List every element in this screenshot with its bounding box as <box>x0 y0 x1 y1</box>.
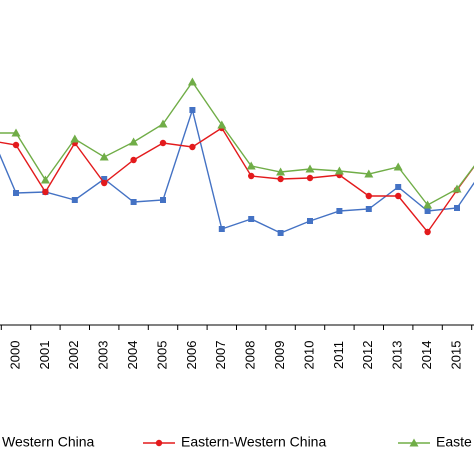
marker <box>101 176 108 182</box>
x-tick-label: 2002 <box>66 341 81 370</box>
marker <box>395 184 402 190</box>
marker <box>277 230 284 236</box>
marker <box>101 179 108 187</box>
x-tick-label: 2010 <box>301 341 316 370</box>
marker <box>70 134 80 143</box>
marker <box>71 197 78 203</box>
marker <box>423 200 433 209</box>
x-tick-label: 2007 <box>213 341 228 370</box>
series-line <box>0 127 474 234</box>
marker <box>365 192 372 200</box>
marker <box>130 156 137 164</box>
x-tick-label: 2005 <box>154 341 169 370</box>
marker <box>305 164 315 173</box>
x-tick-label: 2011 <box>331 341 346 369</box>
marker <box>336 208 343 214</box>
marker <box>424 228 431 236</box>
x-tick-label: 2015 <box>448 341 463 370</box>
marker <box>218 226 225 232</box>
marker <box>189 143 196 151</box>
series <box>0 77 474 209</box>
legend-label: Eastern-Western China <box>181 434 326 450</box>
marker <box>12 141 20 149</box>
series <box>0 107 474 236</box>
marker <box>11 128 21 137</box>
marker <box>393 162 403 171</box>
marker <box>159 139 167 147</box>
marker <box>276 167 286 176</box>
marker <box>248 172 255 180</box>
marker <box>365 206 372 212</box>
legend-marker <box>155 439 163 447</box>
marker <box>130 199 137 205</box>
x-tick-label: 2003 <box>96 341 111 370</box>
x-tick-label: 2004 <box>125 341 140 370</box>
series-line <box>0 80 474 206</box>
marker <box>334 166 344 175</box>
x-tick-label: 2008 <box>243 341 258 370</box>
x-tick-label: 2013 <box>390 341 405 370</box>
marker <box>364 169 374 178</box>
marker <box>40 175 50 184</box>
x-tick-label: 2012 <box>360 341 375 370</box>
marker <box>424 208 431 214</box>
marker <box>307 218 313 224</box>
marker <box>158 119 168 128</box>
marker <box>248 216 255 222</box>
marker <box>129 137 139 146</box>
marker <box>189 107 196 113</box>
marker <box>217 120 227 129</box>
x-tick-label: 2001 <box>37 341 52 370</box>
marker <box>452 184 462 193</box>
marker <box>160 197 166 203</box>
marker <box>42 188 49 196</box>
legend-label: Western China <box>2 434 95 450</box>
x-tick-label: 2014 <box>419 341 434 370</box>
x-tick-label: 2009 <box>272 341 287 370</box>
marker <box>13 190 19 196</box>
marker <box>454 205 460 211</box>
marker <box>99 152 109 161</box>
marker <box>306 174 314 182</box>
x-tick-label: 2000 <box>7 341 22 370</box>
series-line <box>0 107 474 234</box>
marker <box>187 77 197 86</box>
x-tick-label: 2006 <box>184 341 199 370</box>
marker <box>246 161 256 170</box>
marker <box>395 192 402 200</box>
legend-label: Easte <box>436 434 472 450</box>
marker <box>277 175 284 183</box>
legend-marker <box>409 438 419 447</box>
